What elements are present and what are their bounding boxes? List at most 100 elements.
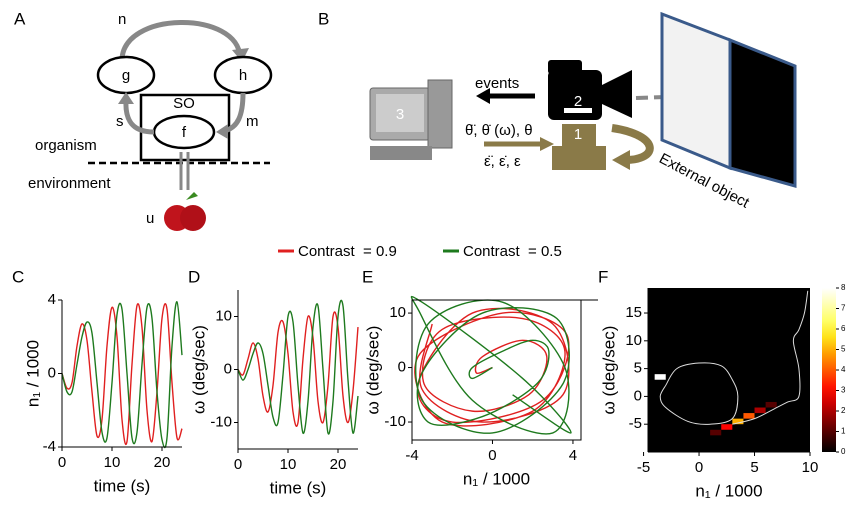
camera (548, 70, 602, 120)
colorbar-tick-label: 8 (841, 283, 846, 292)
label-s: s (116, 113, 124, 130)
series-line (659, 362, 739, 425)
label-so: SO (173, 95, 195, 112)
colorbar-tick-label: 4 (841, 365, 846, 374)
apple (180, 205, 206, 231)
x-tick-label: 0 (695, 459, 703, 476)
legend-label: Contrast = 0.5 (463, 243, 562, 260)
panel-label: D (188, 267, 200, 286)
y-tick-label: 4 (48, 291, 56, 308)
y-tick-label: -5 (629, 415, 642, 432)
heatmap-cell (743, 413, 755, 419)
x-tick-label: 0 (58, 454, 66, 471)
y-axis-label: ω (deg/sec) (599, 326, 618, 415)
y-tick-label: -4 (43, 438, 56, 455)
label-events: events (475, 75, 519, 92)
series-line (61, 303, 183, 446)
label-errors: ε̈, ε̇, ε (484, 153, 521, 170)
x-axis-label: time (s) (94, 476, 151, 495)
arrowhead (216, 124, 228, 139)
diagram-a: A n g h SO f s m organism environment u (14, 9, 273, 231)
label-angles: θ̈, θ̇ (ω), θ (465, 122, 533, 139)
label-m: m (246, 113, 259, 130)
object-dark (728, 37, 797, 188)
arrowhead (232, 48, 249, 62)
screen (376, 94, 424, 132)
panel-label: B (318, 9, 329, 28)
heatmap-cell (754, 407, 766, 414)
x-tick-label: 10 (104, 454, 121, 471)
panel: D 0 10 20 -10 0 10 time (s) ω (deg/sec) (188, 267, 359, 497)
diagram-b: B 3 events θ̈, θ̇ (ω), θ ε̈, ε̇, ε 2 1 E… (318, 9, 797, 212)
frame (411, 299, 582, 441)
x-axis-label: n₁ / 1000 (695, 481, 762, 500)
label-u: u (146, 210, 154, 227)
y-tick-label: 0 (634, 387, 642, 404)
x-tick-label: -4 (405, 447, 418, 464)
heatmap-cell (765, 401, 777, 408)
y-tick-label: 10 (215, 307, 232, 324)
y-axis-label: ω (deg/sec) (189, 325, 208, 414)
heatmap-cell (721, 424, 733, 430)
arrow (119, 20, 243, 63)
lens (602, 70, 632, 118)
heatmap-cell (654, 374, 666, 380)
y-tick-label: 10 (389, 304, 406, 321)
y-tick-label: 15 (625, 304, 642, 321)
y-axis-label: ω (deg/sec) (363, 326, 382, 415)
arrowhead (476, 88, 490, 104)
object-light (660, 11, 732, 171)
series-line (61, 301, 183, 449)
label-organism: organism (35, 137, 97, 154)
x-axis-label: time (s) (270, 478, 327, 497)
label-n: n (118, 11, 126, 28)
y-tick-label: -10 (384, 413, 406, 430)
legend-label: Contrast = 0.9 (298, 243, 397, 260)
x-tick-label: 20 (330, 456, 347, 473)
camera-slot (564, 108, 592, 113)
label-g: g (122, 67, 130, 84)
colorbar-tick-label: 0 (841, 447, 846, 456)
motor (562, 124, 596, 146)
label-computer: 3 (396, 106, 404, 123)
y-axis-label: n₁ / 1000 (23, 340, 42, 407)
tower (427, 79, 453, 149)
x-axis-label: n₁ / 1000 (463, 469, 530, 488)
label-motor: 1 (574, 126, 582, 143)
arrowhead (540, 137, 554, 151)
x-tick-label: 0 (234, 456, 242, 473)
colorbar-tick-label: 7 (841, 304, 846, 313)
colorbar-tick-label: 1 (841, 427, 846, 436)
label-camera: 2 (574, 93, 582, 110)
colorbar-tick-label: 6 (841, 324, 846, 333)
arrowhead (118, 92, 134, 104)
x-tick-label: -5 (637, 459, 650, 476)
panel: F 0 1 2 3 4 5 6 7 8 -5 0 5 10 -5 0 5 10 15 n₁ / 1000 ω (deg/… (598, 267, 846, 500)
series-line (237, 299, 359, 435)
y-tick-label: 10 (625, 332, 642, 349)
label-environment: environment (28, 175, 111, 192)
series-line (732, 290, 809, 425)
x-tick-label: 4 (569, 447, 577, 464)
panel-label: F (598, 267, 608, 286)
heatmap-cell (732, 418, 744, 425)
heatmap-cell (710, 429, 722, 436)
camera-top (548, 60, 582, 74)
series-line (237, 311, 359, 427)
series-line (410, 295, 572, 435)
y-tick-label: 5 (634, 360, 642, 377)
motor-base (552, 146, 606, 170)
x-tick-label: 10 (802, 459, 819, 476)
colorbar-tick-label: 2 (841, 406, 846, 415)
arrow (123, 99, 155, 135)
y-tick-label: -10 (210, 413, 232, 430)
y-tick-label: 0 (48, 364, 56, 381)
arrowhead (612, 150, 630, 170)
colorbar-tick-label: 3 (841, 386, 846, 395)
colorbar (822, 288, 836, 452)
y-tick-label: 0 (398, 359, 406, 376)
x-tick-label: 10 (280, 456, 297, 473)
rotation-arrow (611, 124, 654, 164)
